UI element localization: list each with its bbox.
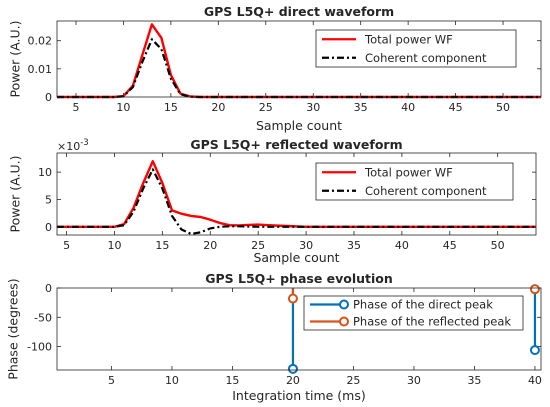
legend-background: [315, 162, 514, 201]
direct-waveform-frame: [56, 20, 542, 98]
y-exponent-power: -3: [80, 138, 88, 148]
x-tick-label: 30: [407, 374, 421, 387]
direct-peak-marker: [287, 363, 298, 374]
phase-evolution-frame: [56, 287, 542, 371]
reflected-waveform-ylabel: Power (A.U.): [8, 156, 23, 233]
x-tick-label: 5: [63, 239, 70, 252]
direct-waveform-panel: GPS L5Q+ direct waveform Sample count Po…: [8, 4, 542, 133]
x-tick-label: 50: [491, 239, 505, 252]
x-tick-label: 15: [164, 101, 178, 114]
coherent-component-line: [57, 168, 536, 235]
x-tick-label: 15: [225, 374, 239, 387]
reflected-waveform-legend: Total power WF Coherent component: [315, 162, 514, 201]
x-tick-label: 10: [116, 101, 130, 114]
reflected-peak-marker: [287, 293, 298, 304]
x-tick-label: 20: [203, 239, 217, 252]
phase-evolution-series: [287, 284, 540, 374]
phase-evolution-ylabel: Phase (degrees): [6, 278, 21, 379]
y-tick-label: 0.02: [28, 35, 53, 48]
y-tick-label: 5: [45, 193, 52, 206]
legend-total-power-label: Total power WF: [364, 32, 453, 46]
phase-evolution-title: GPS L5Q+ phase evolution: [205, 271, 393, 286]
legend-reflected-peak-marker: [339, 316, 349, 327]
x-tick-label: 5: [108, 374, 115, 387]
direct-waveform-ticks: 5 10 15 20 25 30 35 40 45 50 0 0.01 0.02: [28, 21, 541, 114]
reflected-waveform-frame: [56, 152, 537, 236]
x-tick-label: 35: [347, 239, 361, 252]
direct-waveform-xlabel: Sample count: [256, 118, 342, 133]
reflected-waveform-series: [57, 159, 536, 235]
phase-evolution-legend: Phase of the direct peak Phase of the re…: [303, 295, 524, 331]
x-tick-label: 20: [211, 101, 225, 114]
y-tick-label: 0: [45, 282, 52, 295]
direct-waveform-legend: Total power WF Coherent component: [315, 29, 517, 68]
y-tick-label: -50: [34, 311, 52, 324]
reflected-waveform-y-exponent: ×10-3: [57, 138, 89, 153]
y-tick-label: 0.01: [28, 63, 53, 76]
y-tick-label: 0: [45, 221, 52, 234]
legend-coherent-label: Coherent component: [365, 184, 487, 198]
phase-evolution-panel: GPS L5Q+ phase evolution Integration tim…: [6, 271, 542, 403]
x-tick-label: 10: [107, 239, 121, 252]
x-tick-label: 50: [496, 101, 510, 114]
x-tick-label: 45: [449, 101, 463, 114]
legend-direct-peak-label: Phase of the direct peak: [353, 298, 493, 312]
y-tick-label: 0: [45, 91, 52, 104]
direct-waveform-title: GPS L5Q+ direct waveform: [204, 4, 394, 19]
x-tick-label: 40: [528, 374, 542, 387]
legend-direct-peak-marker: [339, 299, 349, 310]
x-tick-label: 20: [286, 374, 300, 387]
x-tick-label: 25: [259, 101, 273, 114]
x-tick-label: 45: [443, 239, 457, 252]
reflected-waveform-title: GPS L5Q+ reflected waveform: [190, 137, 402, 152]
legend-reflected-peak-label: Phase of the reflected peak: [353, 315, 511, 329]
legend-coherent-label: Coherent component: [365, 51, 487, 65]
direct-waveform-ylabel: Power (A.U.): [8, 21, 23, 98]
y-tick-label: -100: [27, 341, 52, 354]
x-tick-label: 30: [306, 101, 320, 114]
x-tick-label: 40: [401, 101, 415, 114]
x-tick-label: 15: [155, 239, 169, 252]
x-tick-label: 10: [165, 374, 179, 387]
legend-total-power-label: Total power WF: [364, 165, 453, 179]
x-tick-label: 25: [346, 374, 360, 387]
phase-evolution-ticks: 5 10 15 20 25 30 35 40 0 -50 -100: [27, 282, 542, 387]
y-tick-label: 10: [38, 166, 52, 179]
x-tick-label: 25: [251, 239, 265, 252]
x-tick-label: 30: [299, 239, 313, 252]
reflected-peak-marker: [529, 284, 540, 295]
y-exponent-base: ×10: [57, 140, 80, 153]
x-tick-label: 40: [395, 239, 409, 252]
x-tick-label: 35: [467, 374, 481, 387]
legend-background: [315, 29, 517, 68]
x-tick-label: 35: [354, 101, 368, 114]
reflected-waveform-panel: GPS L5Q+ reflected waveform Sample count…: [8, 137, 537, 265]
phase-evolution-xlabel: Integration time (ms): [232, 388, 366, 403]
x-tick-label: 5: [72, 101, 79, 114]
reflected-waveform-xlabel: Sample count: [253, 250, 339, 265]
direct-peak-marker: [529, 345, 540, 356]
